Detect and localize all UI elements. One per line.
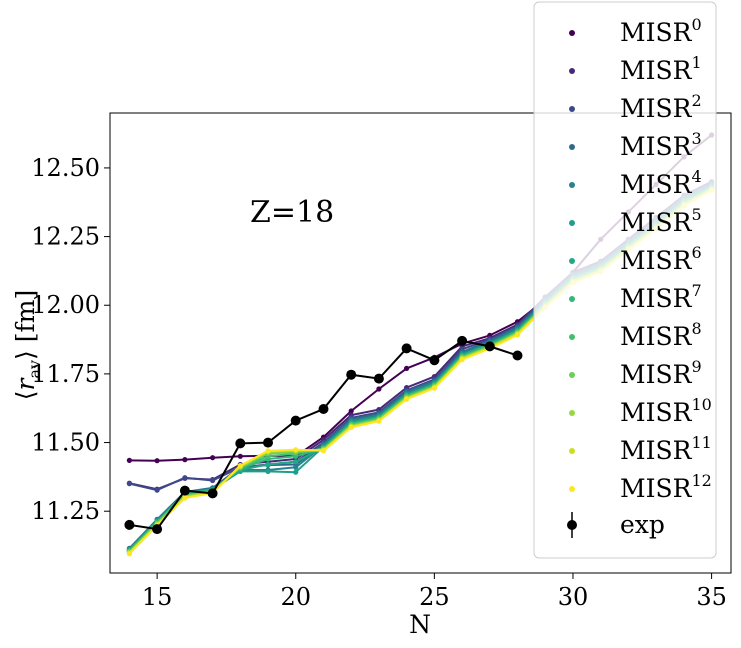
exp-point	[318, 404, 329, 414]
legend-label-misr-6: MISR6	[620, 243, 702, 275]
point-misr-12	[514, 332, 521, 338]
x-tick-label: 25	[419, 583, 450, 611]
point-misr-6	[265, 461, 271, 468]
legend-marker-misr-8	[569, 334, 575, 340]
legend-marker-misr-1	[569, 68, 575, 74]
legend-marker-misr-12	[569, 486, 575, 492]
y-tick-label: 12.00	[31, 291, 100, 319]
legend-label-misr-11: MISR11	[620, 433, 712, 465]
point-misr-5	[265, 468, 271, 474]
y-axis: 11.25 11.50 11.75 12.00 12.25 12.50	[31, 154, 110, 525]
legend-label-misr-3: MISR3	[620, 129, 702, 161]
point-misr-2	[126, 481, 132, 487]
point-misr-6	[293, 459, 299, 465]
y-axis-label-close: ⟩	[11, 342, 40, 360]
svg-text:⟨rav⟩ [fm]: ⟨rav⟩ [fm]	[11, 290, 44, 400]
y-tick-label: 11.50	[31, 429, 100, 457]
legend: MISR0 MISR1 MISR2 MISR3 MISR4 MISR5 MISR6 MISR7…	[533, 1, 717, 559]
point-misr-12	[293, 447, 299, 453]
exp-point	[152, 524, 163, 535]
plot-frame	[109, 112, 732, 574]
point-misr-0	[404, 365, 410, 371]
point-misr-12	[182, 495, 188, 501]
legend-marker-misr-0	[569, 30, 575, 36]
exp-point	[207, 488, 218, 499]
exp-point	[179, 485, 190, 496]
x-tick-label: 30	[558, 583, 589, 611]
point-misr-2	[210, 477, 216, 484]
legend-marker-misr-5	[569, 220, 575, 226]
point-misr-2	[182, 475, 188, 481]
legend-label-misr-4: MISR4	[620, 167, 702, 199]
y-axis-label-subscript: av	[25, 360, 44, 379]
legend-marker-misr-11	[569, 448, 575, 454]
y-tick-label: 11.25	[31, 497, 100, 525]
exp-point	[263, 437, 273, 448]
legend-marker-misr-7	[569, 296, 575, 302]
exp-point	[401, 343, 412, 354]
point-misr-0	[210, 455, 216, 461]
legend-label-exp: exp	[620, 510, 665, 539]
legend-label-misr-5: MISR5	[620, 205, 702, 237]
point-misr-12	[431, 385, 437, 391]
legend-marker-misr-10	[569, 410, 575, 416]
y-tick-label: 12.25	[31, 223, 100, 251]
point-misr-5	[293, 469, 299, 475]
legend-marker-misr-6	[569, 258, 575, 264]
legend-marker-misr-4	[569, 182, 575, 188]
point-misr-0	[154, 458, 160, 464]
exp-point	[457, 335, 468, 346]
legend-label-misr-1: MISR1	[620, 53, 702, 85]
exp-point	[373, 373, 384, 384]
point-misr-12	[459, 357, 465, 363]
legend-label-misr-9: MISR9	[620, 357, 702, 389]
point-misr-12	[404, 396, 410, 402]
point-misr-0	[126, 457, 132, 463]
exp-series	[124, 335, 523, 535]
exp-point	[124, 519, 135, 530]
point-misr-12	[320, 448, 327, 454]
legend-box	[533, 1, 717, 559]
y-tick-label: 12.50	[31, 154, 100, 182]
point-misr-12	[376, 418, 382, 424]
point-misr-2	[154, 487, 160, 493]
legend-label-misr-7: MISR7	[620, 281, 702, 313]
legend-label-misr-8: MISR8	[620, 319, 702, 351]
x-axis: 15 20 25 30 35	[142, 573, 727, 611]
exp-point	[429, 355, 440, 366]
legend-marker-exp	[567, 520, 577, 530]
legend-label-misr-2: MISR2	[620, 91, 702, 123]
annotation-label: Z=18	[250, 195, 334, 230]
exp-point	[512, 350, 523, 361]
legend-label-misr-12: MISR12	[620, 471, 712, 503]
x-axis-label: N	[409, 610, 431, 639]
y-axis-label-open: ⟨	[11, 390, 40, 400]
y-axis-label-unit: [fm]	[11, 290, 40, 342]
point-misr-12	[348, 424, 354, 430]
y-tick-label: 11.75	[31, 360, 100, 388]
legend-marker-misr-9	[569, 372, 575, 378]
x-tick-label: 15	[142, 583, 173, 611]
point-misr-0	[182, 457, 188, 463]
point-misr-0	[348, 408, 354, 414]
legend-marker-misr-2	[569, 106, 575, 112]
point-misr-0	[237, 453, 243, 459]
legend-label-misr-0: MISR0	[620, 15, 702, 47]
y-axis-label: ⟨rav⟩ [fm]	[11, 290, 44, 400]
exp-point	[235, 438, 246, 449]
x-tick-label: 20	[280, 583, 311, 611]
legend-marker-misr-3	[569, 144, 575, 150]
point-misr-12	[265, 448, 271, 454]
exp-point	[346, 369, 357, 380]
x-tick-label: 35	[696, 583, 727, 611]
point-misr-12	[237, 463, 243, 469]
legend-label-misr-10: MISR10	[620, 395, 712, 427]
y-axis-label-symbol: r	[11, 376, 40, 390]
exp-point	[290, 415, 301, 426]
point-misr-0	[376, 386, 382, 392]
exp-point	[484, 341, 495, 352]
point-misr-4	[293, 464, 299, 470]
point-misr-12	[126, 551, 132, 557]
